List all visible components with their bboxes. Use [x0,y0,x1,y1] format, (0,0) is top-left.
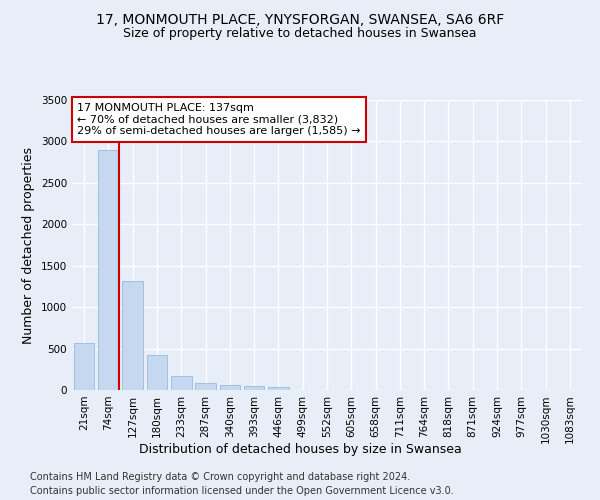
Text: Size of property relative to detached houses in Swansea: Size of property relative to detached ho… [123,28,477,40]
Text: Contains HM Land Registry data © Crown copyright and database right 2024.: Contains HM Land Registry data © Crown c… [30,472,410,482]
Bar [220,386,240,390]
Bar [195,384,216,390]
Text: 17 MONMOUTH PLACE: 137sqm
← 70% of detached houses are smaller (3,832)
29% of se: 17 MONMOUTH PLACE: 137sqm ← 70% of detac… [77,103,361,136]
Text: Distribution of detached houses by size in Swansea: Distribution of detached houses by size … [139,442,461,456]
Bar [74,343,94,390]
Bar [98,150,119,390]
Bar [268,387,289,390]
Text: 17, MONMOUTH PLACE, YNYSFORGAN, SWANSEA, SA6 6RF: 17, MONMOUTH PLACE, YNYSFORGAN, SWANSEA,… [96,12,504,26]
Text: Contains public sector information licensed under the Open Government Licence v3: Contains public sector information licen… [30,486,454,496]
Bar [244,386,265,390]
Y-axis label: Number of detached properties: Number of detached properties [22,146,35,344]
Bar [122,282,143,390]
Bar [146,355,167,390]
Bar [171,376,191,390]
